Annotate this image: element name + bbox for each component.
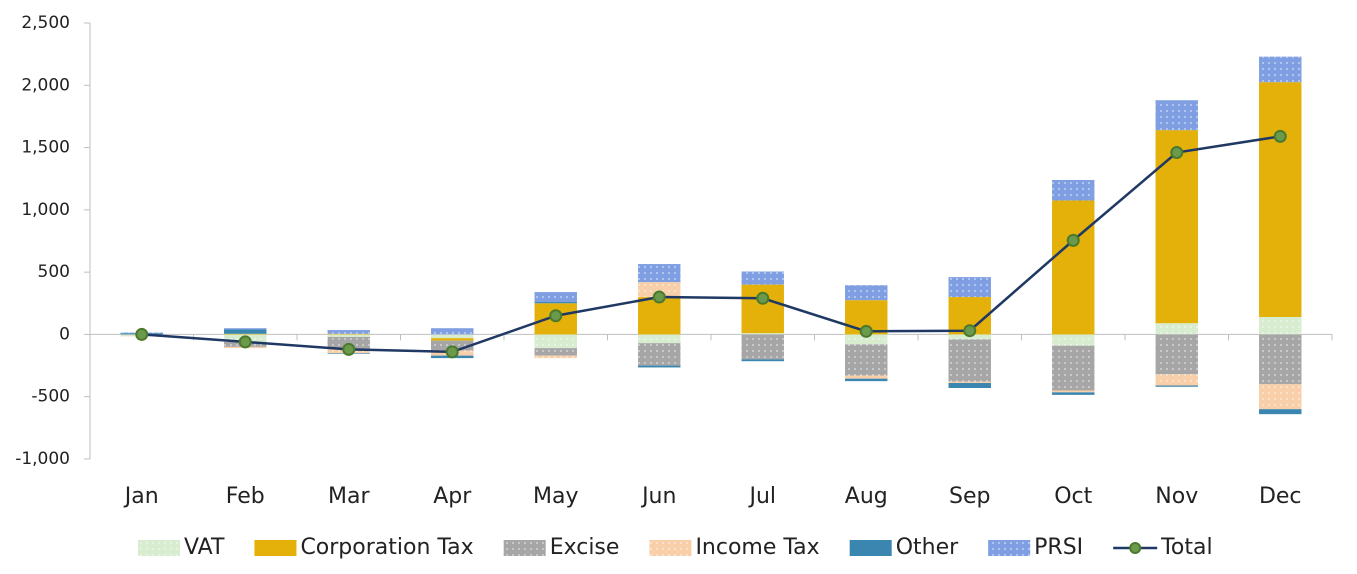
bar — [741, 359, 784, 362]
bar-texture — [1259, 384, 1302, 410]
total-marker — [756, 291, 770, 305]
legend-swatch — [254, 540, 297, 556]
bar-texture — [1052, 179, 1095, 201]
bar-texture — [1155, 323, 1198, 335]
bar-texture — [638, 282, 681, 298]
bar — [1052, 392, 1095, 395]
x-tick-label: Apr — [433, 484, 472, 509]
y-tick-label: 0 — [59, 324, 70, 344]
bar-texture — [327, 330, 370, 334]
legend-swatch — [1129, 542, 1142, 554]
legend-label: Total — [1160, 535, 1212, 560]
legend-label: VAT — [184, 535, 225, 560]
bar-texture — [224, 328, 267, 330]
x-tick-label: Aug — [845, 484, 888, 509]
bar-texture — [948, 277, 991, 298]
bar — [948, 383, 991, 388]
y-tick-label: 1,500 — [21, 138, 70, 158]
bar-texture — [638, 264, 681, 283]
bar — [1259, 82, 1302, 317]
y-tick-label: 2,500 — [21, 13, 70, 33]
bar-texture — [1155, 100, 1198, 131]
x-tick-label: Jan — [123, 484, 159, 509]
legend-label: Excise — [550, 535, 620, 560]
bar-texture — [431, 334, 474, 339]
bar-texture — [638, 334, 681, 344]
legend-swatch-texture — [988, 540, 1031, 556]
bar-texture — [845, 375, 888, 379]
total-marker — [1273, 129, 1287, 143]
bar — [431, 338, 474, 341]
bar-texture — [534, 334, 577, 349]
total-marker — [238, 335, 252, 349]
bar-texture — [1259, 56, 1302, 83]
total-marker — [445, 345, 459, 359]
x-tick-label: Nov — [1155, 484, 1198, 509]
bar-texture — [327, 334, 370, 337]
bar-texture — [534, 355, 577, 359]
total-marker — [549, 309, 563, 323]
legend-label: PRSI — [1034, 535, 1083, 560]
legend-swatch-texture — [649, 540, 692, 556]
total-marker — [342, 342, 356, 356]
bar — [224, 329, 267, 334]
bar-texture — [948, 339, 991, 382]
bar — [327, 333, 370, 335]
bar-texture — [431, 328, 474, 335]
total-marker — [652, 290, 666, 304]
x-tick-label: May — [533, 484, 578, 509]
legend-swatch-texture — [503, 540, 546, 556]
bar-texture — [638, 343, 681, 366]
total-marker — [1170, 146, 1184, 160]
bar-texture — [1052, 345, 1095, 391]
bar-texture — [741, 334, 784, 360]
total-marker — [963, 324, 977, 338]
bar-texture — [948, 381, 991, 384]
y-tick-label: -1,000 — [15, 449, 70, 469]
y-tick-label: 500 — [38, 262, 70, 282]
x-tick-label: Dec — [1259, 484, 1302, 509]
total-marker — [859, 324, 873, 338]
bar — [534, 302, 577, 304]
bar-texture — [741, 271, 784, 285]
bar-texture — [845, 285, 888, 301]
bar — [1155, 385, 1198, 387]
x-tick-label: Mar — [328, 484, 370, 509]
bar-texture — [1259, 316, 1302, 335]
total-line — [141, 135, 1281, 354]
legend-swatch — [849, 540, 892, 556]
bar — [638, 365, 681, 368]
x-tick-label: Jul — [747, 484, 776, 509]
bar — [1155, 130, 1198, 324]
x-tick-label: Feb — [226, 484, 265, 509]
total-marker — [1066, 233, 1080, 247]
y-tick-label: 2,000 — [21, 75, 70, 95]
y-tick-label: -500 — [31, 387, 70, 407]
y-tick-label: 1,000 — [21, 200, 70, 220]
bar-texture — [534, 292, 577, 303]
bar — [1259, 409, 1302, 415]
x-tick-label: Jun — [640, 484, 676, 509]
bar-texture — [1052, 390, 1095, 393]
total-marker — [135, 327, 149, 341]
legend-label: Other — [896, 535, 959, 560]
legend-swatch-texture — [138, 540, 180, 556]
legend-label: Corporation Tax — [300, 535, 473, 560]
x-tick-label: Oct — [1054, 484, 1092, 509]
bar-texture — [741, 333, 784, 335]
bar — [1052, 200, 1095, 335]
bar — [224, 333, 267, 335]
bar-texture — [845, 344, 888, 376]
legend-label: Income Tax — [695, 535, 819, 560]
bar — [845, 378, 888, 382]
bar-texture — [845, 334, 888, 345]
bar-texture — [1155, 374, 1198, 386]
bar-texture — [1155, 334, 1198, 375]
bar-texture — [1052, 334, 1095, 346]
x-tick-label: Sep — [949, 484, 990, 509]
bar-texture — [1259, 334, 1302, 385]
bar-texture — [534, 348, 577, 356]
